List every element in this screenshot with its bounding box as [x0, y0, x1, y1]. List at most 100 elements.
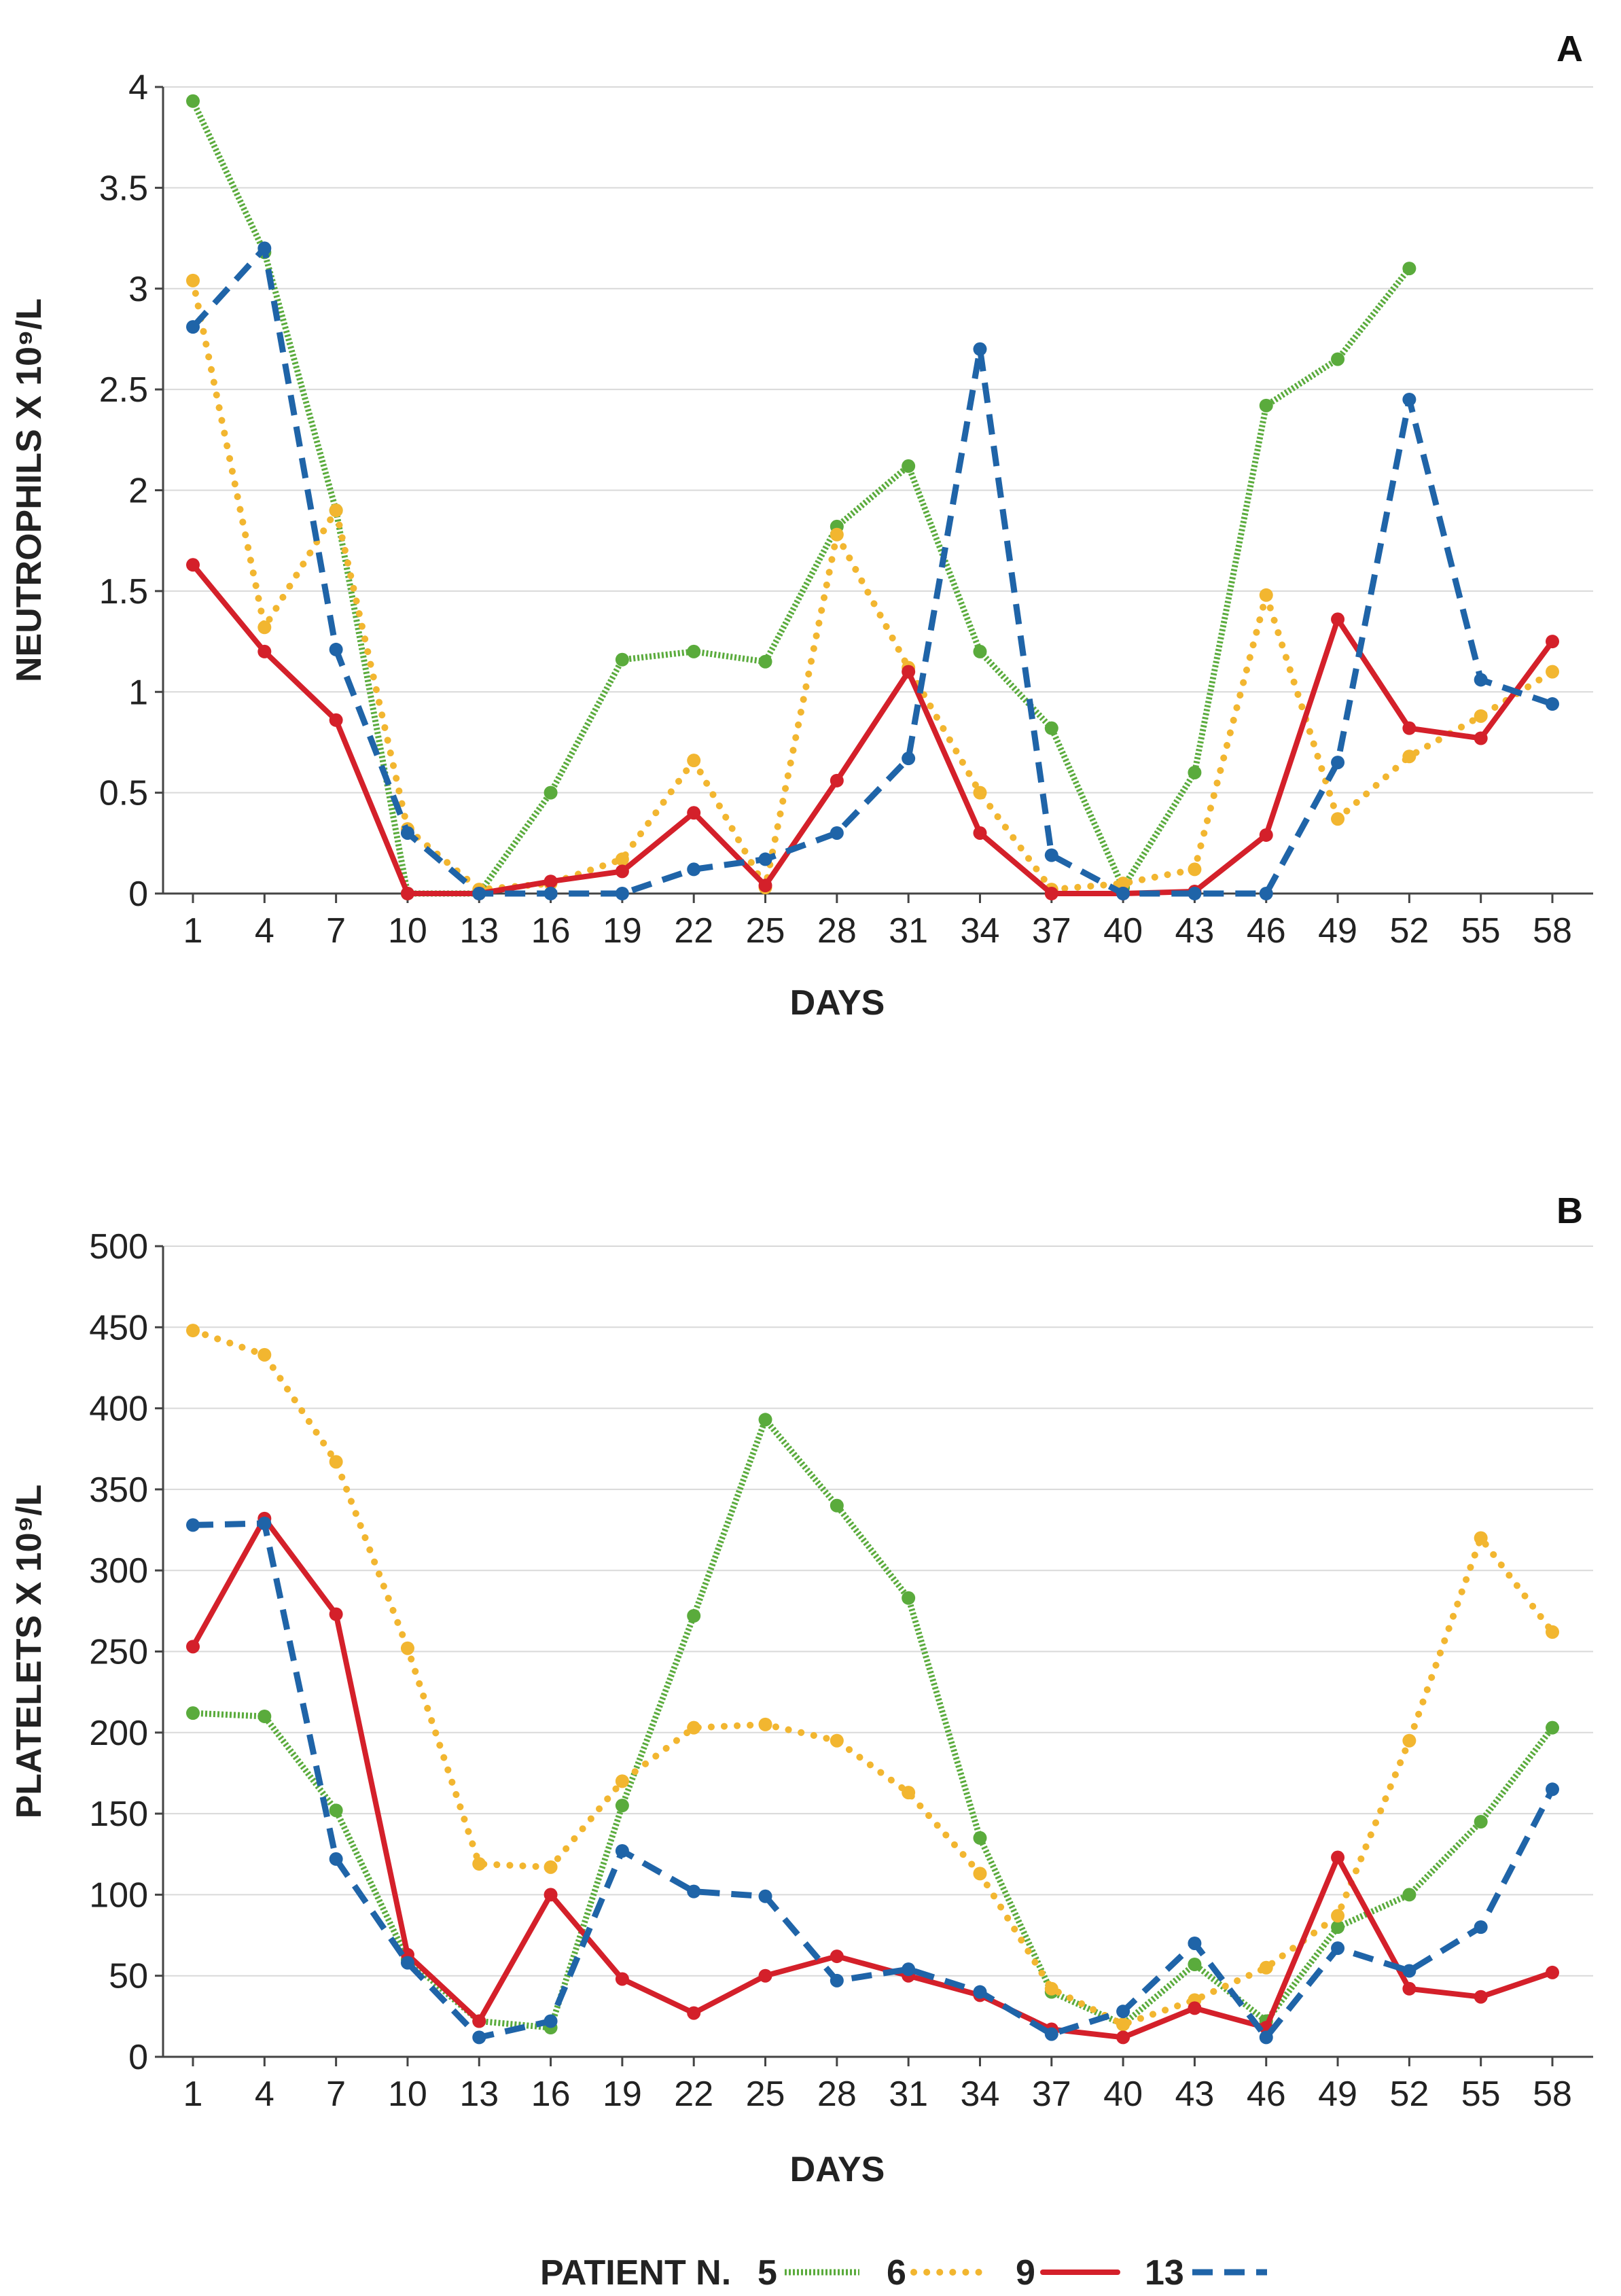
data-point-patient-13: [400, 1956, 414, 1970]
data-point-patient-9: [687, 2006, 701, 2020]
data-point-patient-13: [1546, 697, 1559, 711]
series-patient-6: [186, 1324, 1559, 2032]
data-point-patient-6: [1116, 2017, 1130, 2032]
data-point-patient-9: [1546, 1965, 1559, 1979]
y-tick-label: 400: [89, 1390, 148, 1429]
data-point-patient-6: [1259, 588, 1273, 602]
x-tick-label: 16: [531, 2074, 571, 2114]
x-tick-label: 34: [961, 2074, 1000, 2114]
x-tick-label: 46: [1247, 911, 1286, 951]
data-point-patient-9: [1331, 1850, 1345, 1865]
y-tick-label: 0: [128, 875, 148, 914]
data-point-patient-6: [1402, 1733, 1417, 1748]
data-point-patient-6: [257, 1347, 272, 1362]
data-point-patient-5: [973, 1831, 987, 1845]
data-point-patient-6: [329, 504, 343, 518]
data-point-patient-6: [1474, 1531, 1488, 1545]
data-point-patient-13: [973, 342, 987, 356]
data-point-patient-6: [1546, 1625, 1559, 1639]
data-point-patient-13: [902, 1962, 916, 1977]
legend-label-patient-6: 6: [887, 2253, 906, 2293]
data-point-patient-9: [615, 1972, 629, 1986]
data-point-patient-6: [472, 1857, 486, 1871]
data-point-patient-13: [400, 826, 414, 840]
series-patient-5: [186, 1413, 1559, 2035]
data-point-patient-5: [1474, 1815, 1488, 1829]
data-point-patient-13: [1044, 848, 1058, 862]
x-tick-label: 37: [1032, 2074, 1071, 2114]
y-tick-label: 350: [89, 1470, 148, 1510]
data-point-patient-13: [1188, 1936, 1202, 1950]
data-point-patient-9: [1474, 731, 1488, 745]
y-tick-label: 3.5: [99, 169, 148, 208]
data-point-patient-13: [257, 1517, 272, 1531]
y-tick-label: 0.5: [99, 774, 148, 813]
data-point-patient-13: [544, 887, 558, 900]
x-tick-label: 7: [326, 911, 346, 951]
data-point-patient-5: [758, 1413, 772, 1427]
data-point-patient-13: [615, 887, 629, 900]
x-tick-label: 31: [889, 2074, 928, 2114]
y-tick-label: 2: [128, 472, 148, 511]
data-point-patient-5: [615, 1799, 629, 1813]
y-tick-label: 1.5: [99, 572, 148, 612]
y-tick-label: 3: [128, 270, 148, 309]
data-point-patient-9: [329, 1607, 343, 1621]
data-point-patient-13: [1402, 1964, 1417, 1978]
data-point-patient-13: [472, 2030, 486, 2045]
line-patient-9: [190, 1515, 1555, 2041]
x-tick-label: 4: [255, 911, 274, 951]
data-point-patient-5: [758, 654, 772, 669]
x-tick-label: 19: [603, 911, 642, 951]
data-point-patient-5: [1402, 1888, 1417, 1902]
data-point-patient-13: [1474, 1920, 1488, 1935]
data-point-patient-6: [830, 527, 844, 542]
x-tick-label: 58: [1533, 2074, 1572, 2114]
data-point-patient-13: [758, 852, 772, 866]
data-point-patient-5: [687, 1609, 701, 1623]
series-patient-5: [186, 94, 1417, 900]
panel-a-neutrophils: 0 0.5 1 1.5 2 2.5 3 3.5 4 1 4 7 10 13 16 19 22 25 28 31 34 37…: [10, 29, 1593, 1023]
data-point-patient-5: [186, 94, 200, 108]
data-point-patient-5: [329, 1803, 343, 1818]
data-point-patient-5: [544, 785, 558, 800]
line-patient-5: [192, 1416, 1555, 2031]
series-patient-9: [186, 558, 1559, 900]
data-point-patient-9: [1044, 887, 1058, 900]
x-tick-label: 43: [1175, 911, 1214, 951]
x-tick-label: 13: [459, 911, 499, 951]
y-tick-label: 0: [128, 2038, 148, 2077]
data-point-patient-13: [186, 1518, 200, 1532]
data-point-patient-6: [973, 1867, 987, 1881]
data-point-patient-6: [615, 852, 629, 866]
data-point-patient-13: [1474, 673, 1488, 687]
data-point-patient-6: [1331, 1909, 1345, 1923]
y-tick-label: 150: [89, 1795, 148, 1834]
x-tick-label: 22: [674, 911, 713, 951]
x-tick-label: 58: [1533, 911, 1572, 951]
x-tick-label: 52: [1389, 911, 1429, 951]
x-tick-label: 10: [388, 2074, 427, 2114]
data-point-patient-9: [1474, 1990, 1488, 2004]
data-point-patient-13: [1259, 2030, 1273, 2045]
data-point-patient-5: [1331, 1920, 1345, 1935]
legend: PATIENT N. 5 6 9 13: [540, 2253, 1267, 2293]
data-point-patient-13: [1044, 2027, 1058, 2041]
data-point-patient-9: [329, 713, 343, 727]
data-point-patient-9: [687, 806, 701, 820]
series-patient-9: [186, 1511, 1559, 2045]
data-point-patient-13: [1546, 1782, 1559, 1797]
data-point-patient-6: [687, 754, 701, 768]
data-point-patient-6: [1259, 1960, 1273, 1975]
data-point-patient-9: [1188, 2001, 1202, 2015]
y-axis-title: NEUTROPHILS X 10⁹/L: [10, 298, 49, 682]
data-point-patient-13: [1259, 887, 1273, 900]
x-tick-label: 40: [1103, 911, 1143, 951]
x-tick-label: 25: [746, 2074, 785, 2114]
data-point-patient-13: [544, 2014, 558, 2028]
x-tick-label: 1: [183, 2074, 203, 2114]
line-patient-6: [190, 1327, 1556, 2028]
data-point-patient-6: [758, 1717, 772, 1731]
x-tick-label: 31: [889, 911, 928, 951]
data-point-patient-6: [400, 1641, 414, 1655]
